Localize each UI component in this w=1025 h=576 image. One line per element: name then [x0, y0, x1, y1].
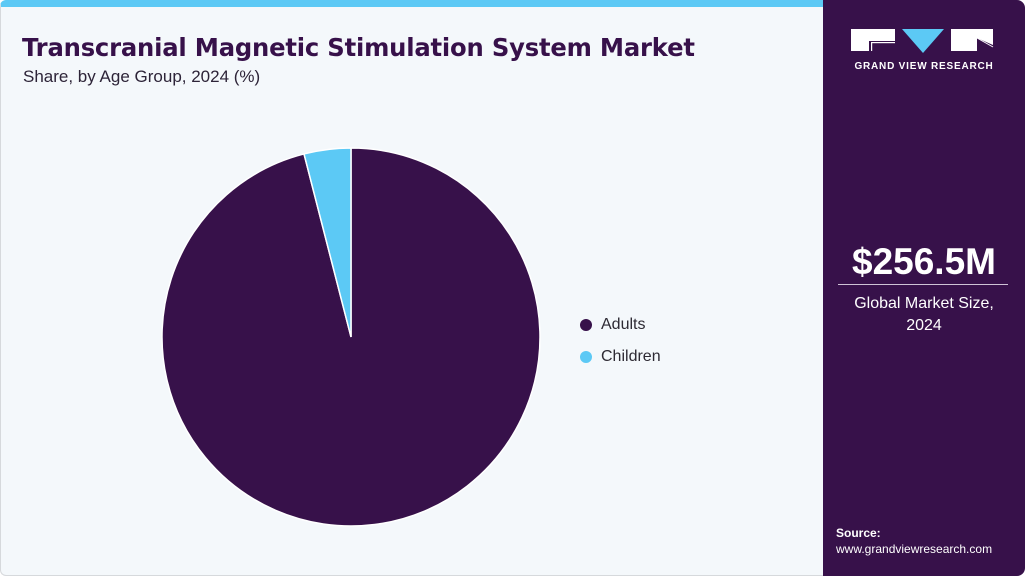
grand-view-research-logo-icon [851, 29, 994, 53]
source-url[interactable]: www.grandviewresearch.com [836, 542, 993, 556]
market-size-label-line2: 2024 [906, 317, 942, 334]
market-size-label: Global Market Size, 2024 [823, 293, 1025, 337]
pie-slice-children [303, 147, 352, 338]
source-label: Source: [836, 526, 881, 540]
legend-label: Adults [601, 316, 646, 333]
legend-label: Children [601, 348, 661, 365]
sidebar: GRAND VIEW RESEARCH $256.5M Global Marke… [823, 0, 1025, 576]
pie-chart [161, 147, 541, 527]
market-size-label-line1: Global Market Size, [854, 295, 994, 312]
chart-subtitle: Share, by Age Group, 2024 (%) [23, 67, 261, 86]
market-size-value: $256.5M [852, 241, 996, 282]
divider [838, 284, 1008, 285]
legend-item-children: Children [580, 341, 661, 373]
chart-legend: Adults Children [580, 309, 661, 373]
legend-dot-children-icon [580, 351, 592, 363]
chart-title: Transcranial Magnetic Stimulation System… [22, 33, 695, 62]
legend-item-adults: Adults [580, 309, 661, 341]
chart-panel: Transcranial Magnetic Stimulation System… [0, 0, 823, 576]
logo-text: GRAND VIEW RESEARCH [854, 61, 994, 72]
legend-dot-adults-icon [580, 319, 592, 331]
